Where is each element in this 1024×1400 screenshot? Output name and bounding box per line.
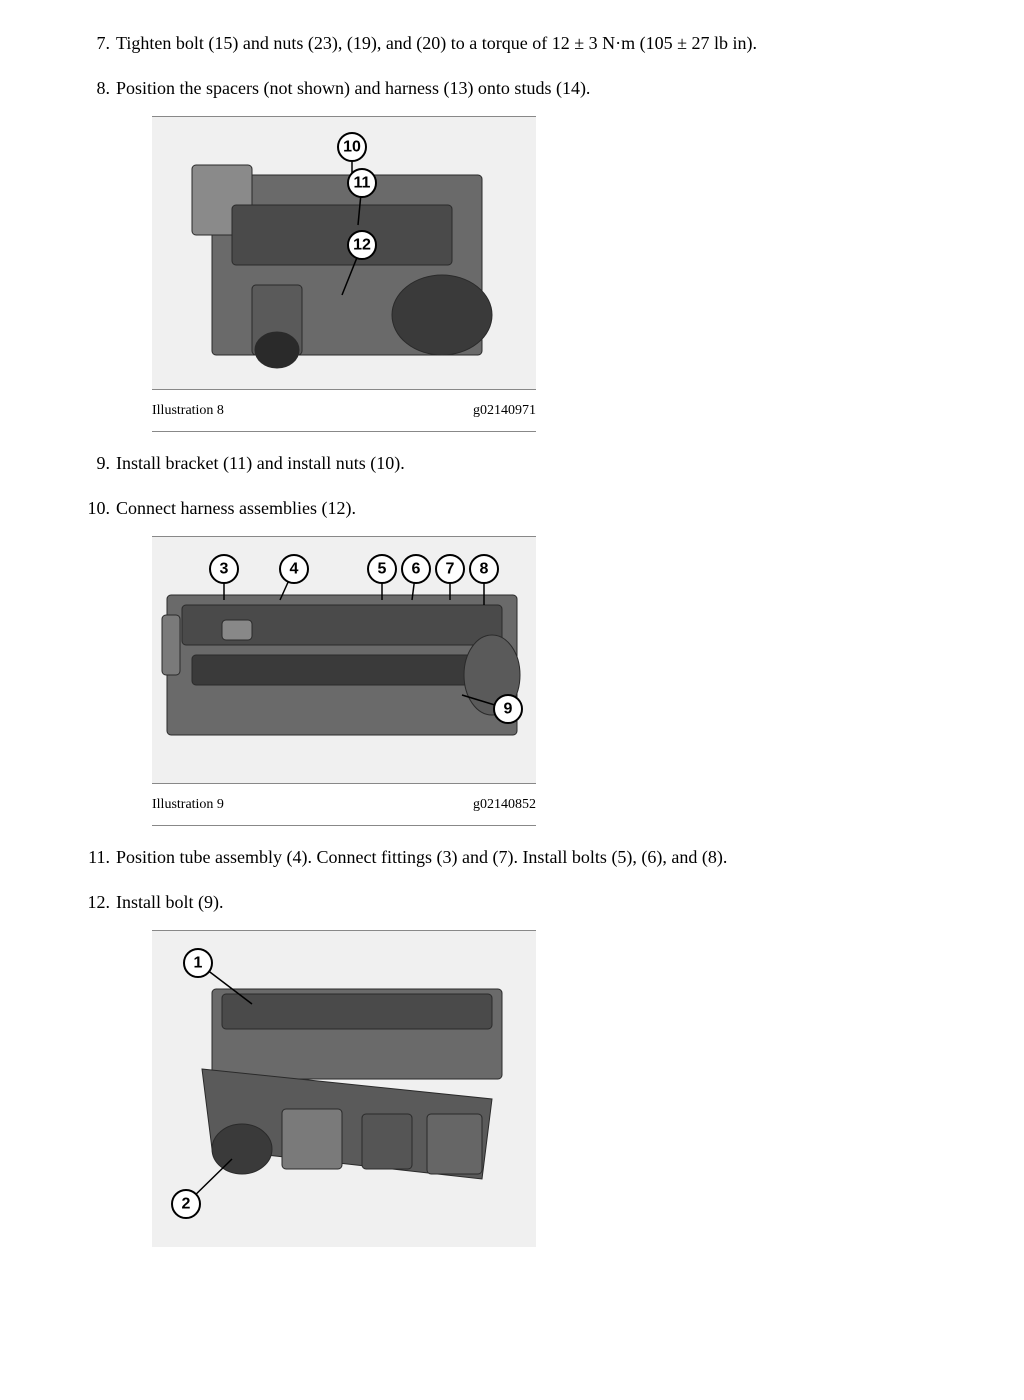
step-text: Position the spacers (not shown) and har… [116,78,590,98]
step-11: Position tube assembly (4). Connect fitt… [80,844,964,871]
svg-text:6: 6 [412,561,421,578]
illustration-label: Illustration 9 [152,794,224,815]
step-9: Install bracket (11) and install nuts (1… [80,450,964,477]
svg-text:11: 11 [354,175,371,192]
svg-text:5: 5 [378,561,387,578]
svg-text:12: 12 [353,237,371,254]
figure-8: 10 11 12 Illustration 8 g02140971 [152,116,536,432]
step-text: Position tube assembly (4). Connect fitt… [116,847,727,867]
step-10: Connect harness assemblies (12). 3 4 5 6 7 8 9… [80,495,964,826]
figure-9-image: 3 4 5 6 7 8 9 [152,536,536,784]
step-text: Connect harness assemblies (12). [116,498,356,518]
figure-9-caption: Illustration 9 g02140852 [152,794,536,826]
svg-text:4: 4 [290,561,299,578]
step-8: Position the spacers (not shown) and har… [80,75,964,432]
figure-10-image: 12 [152,930,536,1247]
illustration-id: g02140852 [473,794,536,815]
figure-8-image: 10 11 12 [152,116,536,390]
svg-text:8: 8 [480,561,489,578]
instruction-list: Tighten bolt (15) and nuts (23), (19), a… [80,30,964,1247]
svg-text:3: 3 [220,561,229,578]
step-12: Install bolt (9). 12 [80,889,964,1247]
figure-8-caption: Illustration 8 g02140971 [152,400,536,432]
figure-9: 3 4 5 6 7 8 9 Illustration 9 g02140852 [152,536,536,826]
step-text: Install bracket (11) and install nuts (1… [116,453,405,473]
engine-illustration-9: 3 4 5 6 7 8 9 [152,545,536,775]
figure-10: 12 [152,930,536,1247]
illustration-label: Illustration 8 [152,400,224,421]
step-text: Install bolt (9). [116,892,223,912]
step-text: Tighten bolt (15) and nuts (23), (19), a… [116,33,757,53]
svg-text:2: 2 [182,1196,191,1213]
svg-text:1: 1 [194,955,203,972]
svg-text:9: 9 [504,701,513,718]
engine-illustration-8: 10 11 12 [152,125,536,381]
svg-text:10: 10 [343,139,361,156]
illustration-id: g02140971 [473,400,536,421]
engine-illustration-10: 12 [152,939,536,1239]
step-7: Tighten bolt (15) and nuts (23), (19), a… [80,30,964,57]
svg-text:7: 7 [446,561,455,578]
